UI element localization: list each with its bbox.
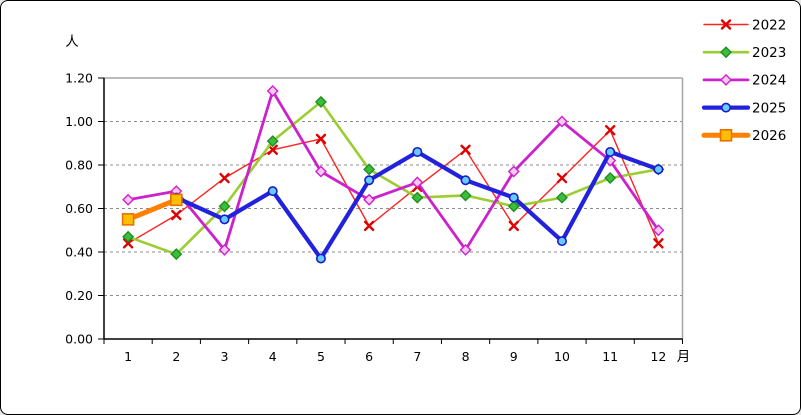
legend-marker-2023 <box>720 46 732 59</box>
marker-2025-m11 <box>605 146 616 157</box>
series-2026 <box>121 193 183 226</box>
marker-2025-m8 <box>460 175 471 186</box>
x-axis-tick-label: 8 <box>462 349 470 364</box>
marker-2022-m1 <box>122 238 134 249</box>
x-axis-tick-label: 7 <box>413 349 421 364</box>
marker-2024-m7 <box>411 176 424 189</box>
marker-2025-m10 <box>556 236 567 247</box>
legend-item-2023: 2023 <box>702 45 786 61</box>
marker-2024-m5 <box>314 165 327 178</box>
y-axis-tick-label: 0.60 <box>65 201 93 216</box>
marker-2023-m6 <box>363 163 376 176</box>
x-axis-tick-label: 1 <box>124 349 132 364</box>
marker-2023-m10 <box>555 191 568 204</box>
legend-item-2022: 2022 <box>703 17 786 33</box>
marker-2022-m2 <box>171 209 182 221</box>
series-line-2024 <box>126 89 660 252</box>
x-axis-tick-label: 3 <box>221 349 229 364</box>
x-axis-tick-label: 6 <box>365 349 373 364</box>
marker-2022-m12 <box>653 238 664 249</box>
marker-2026-m1 <box>121 213 135 226</box>
legend-marker-2025 <box>720 102 731 113</box>
marker-2024-m6 <box>363 193 376 206</box>
legend-item-2024: 2024 <box>702 73 786 89</box>
y-axis-tick-label: 1.00 <box>65 114 93 129</box>
x-axis-tick-label: 2 <box>172 349 180 364</box>
y-axis-tick-label: 0.80 <box>65 158 93 173</box>
marker-2025-m3 <box>219 214 230 225</box>
marker-2022-m4 <box>267 144 278 155</box>
marker-2026-m2 <box>170 193 183 207</box>
legend-item-2025: 2025 <box>701 100 786 116</box>
legend-label-2026: 2026 <box>752 128 786 144</box>
marker-2023-m5 <box>314 95 327 108</box>
marker-2024-m12 <box>652 224 665 237</box>
marker-2023-m2 <box>170 248 183 261</box>
marker-2022-m10 <box>556 172 568 184</box>
x-axis-tick-label: 11 <box>602 349 618 364</box>
marker-2022-m6 <box>363 220 375 232</box>
y-axis-unit-label: 人 <box>65 34 79 50</box>
marker-2024-m3 <box>218 243 231 256</box>
marker-2023-m1 <box>122 230 135 243</box>
marker-2025-m5 <box>315 253 326 264</box>
marker-2022-m3 <box>219 172 230 184</box>
legend-marker-2024 <box>720 73 732 86</box>
x-axis-tick-label: 9 <box>510 349 518 364</box>
y-axis-tick-label: 0.20 <box>65 288 93 303</box>
marker-2023-m9 <box>507 200 520 213</box>
legend-item-2026: 2026 <box>701 128 786 144</box>
legend-label-2024: 2024 <box>752 73 786 89</box>
x-axis-tick-label: 5 <box>317 349 325 364</box>
y-axis-tick-label: 1.20 <box>65 71 93 86</box>
marker-2023-m3 <box>218 200 231 213</box>
marker-2025-m9 <box>508 192 519 203</box>
marker-2024-m1 <box>122 193 135 206</box>
x-axis-tick-label: 10 <box>554 349 570 364</box>
legend-marker-2022 <box>720 19 732 30</box>
marker-2025-m7 <box>412 146 423 157</box>
x-axis-tick-label: 12 <box>650 349 666 364</box>
series-line-2026 <box>125 197 179 222</box>
marker-2023-m8 <box>459 189 472 202</box>
y-axis-tick-label: 0.00 <box>65 332 93 347</box>
marker-2024-m10 <box>555 115 568 128</box>
legend-marker-2026 <box>719 129 733 142</box>
marker-2025-m12 <box>653 164 664 175</box>
series-line-2022 <box>127 129 660 244</box>
series-2025 <box>171 146 664 264</box>
x-axis-unit-label: 月 <box>677 349 691 365</box>
legend-label-2022: 2022 <box>752 17 786 33</box>
legend-label-2025: 2025 <box>752 100 786 116</box>
marker-2024-m4 <box>266 85 279 98</box>
marker-2022-m9 <box>508 220 519 232</box>
marker-2024-m8 <box>459 243 472 256</box>
marker-2024-m9 <box>507 165 520 178</box>
marker-2022-m11 <box>604 125 616 136</box>
x-axis-tick-label: 4 <box>269 349 277 364</box>
marker-2023-m7 <box>411 191 424 204</box>
marker-2023-m11 <box>604 172 617 185</box>
marker-2023-m4 <box>266 135 279 148</box>
y-axis-tick-label: 0.40 <box>65 245 93 260</box>
marker-2025-m4 <box>267 186 278 197</box>
marker-2022-m5 <box>315 133 327 145</box>
marker-2025-m6 <box>364 175 375 186</box>
series-2024 <box>122 85 665 256</box>
series-2022 <box>122 125 664 249</box>
marker-2022-m8 <box>460 144 471 155</box>
legend-label-2023: 2023 <box>752 45 786 61</box>
